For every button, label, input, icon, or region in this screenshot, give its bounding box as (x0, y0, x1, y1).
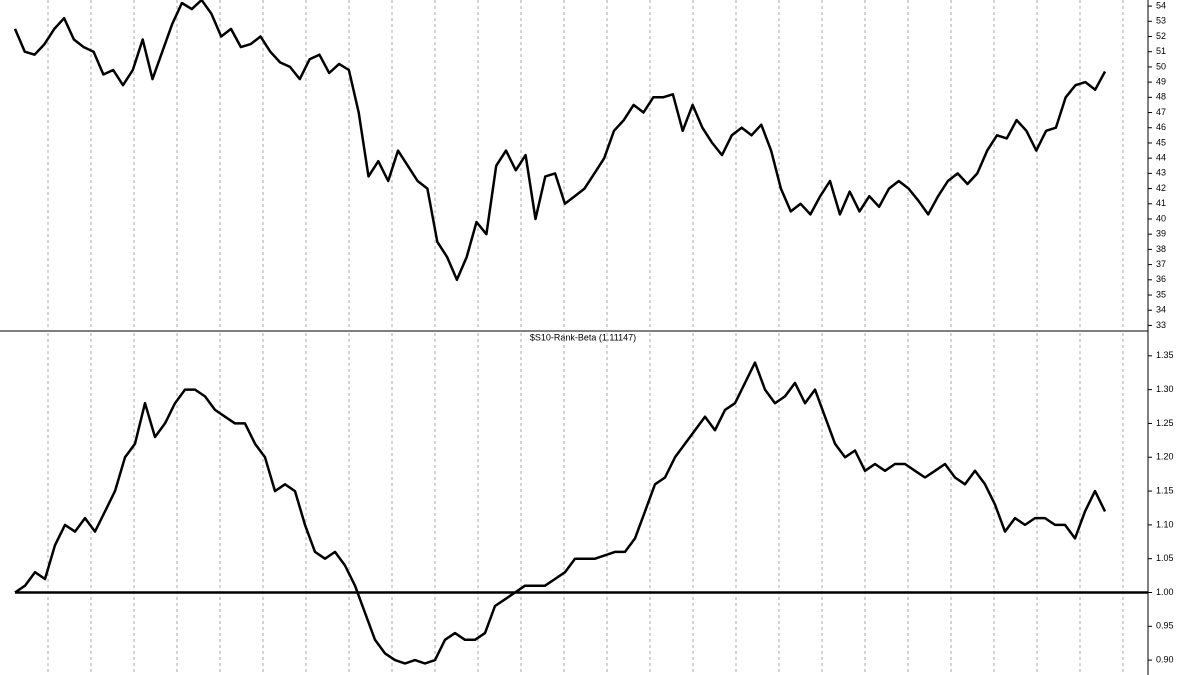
y-tick-label: 51 (1156, 46, 1166, 56)
y-tick-label: 0.95 (1156, 621, 1174, 631)
y-tick-label: 35 (1156, 289, 1166, 299)
y-tick-label: 1.25 (1156, 418, 1174, 428)
price-line (14, 361, 1107, 665)
y-tick-label: 33 (1156, 320, 1166, 330)
y-tick-label: 42 (1156, 183, 1166, 193)
panel-title: $S10-Rank-Beta (1.11147) (530, 332, 636, 342)
y-tick-label: 48 (1156, 92, 1166, 102)
y-tick-label: 1.15 (1156, 485, 1174, 495)
y-tick-label: 40 (1156, 213, 1166, 223)
y-tick-label: 52 (1156, 31, 1166, 41)
y-tick-label: 1.10 (1156, 519, 1174, 529)
y-tick-label: 37 (1156, 259, 1166, 269)
y-tick-label: 1.05 (1156, 553, 1174, 563)
y-tick-label: 45 (1156, 137, 1166, 147)
y-tick-label: 53 (1156, 16, 1166, 26)
y-tick-label: 54 (1156, 0, 1166, 10)
y-tick-label: 0.90 (1156, 654, 1174, 664)
y-tick-label: 49 (1156, 76, 1166, 86)
y-tick-label: 38 (1156, 244, 1166, 254)
y-tick-label: 1.35 (1156, 350, 1174, 360)
y-tick-label: 34 (1156, 305, 1166, 315)
y-tick-label: 1.30 (1156, 384, 1174, 394)
y-tick-label: 43 (1156, 168, 1166, 178)
y-tick-label: 39 (1156, 229, 1166, 239)
y-tick-label: 47 (1156, 107, 1166, 117)
y-tick-label: 41 (1156, 198, 1166, 208)
y-tick-label: 1.00 (1156, 587, 1174, 597)
y-tick-label: 46 (1156, 122, 1166, 132)
y-tick-label: 44 (1156, 153, 1166, 163)
price-line (13, 0, 1107, 282)
y-tick-label: 36 (1156, 274, 1166, 284)
y-tick-label: 50 (1156, 61, 1166, 71)
y-tick-label: 1.20 (1156, 452, 1174, 462)
